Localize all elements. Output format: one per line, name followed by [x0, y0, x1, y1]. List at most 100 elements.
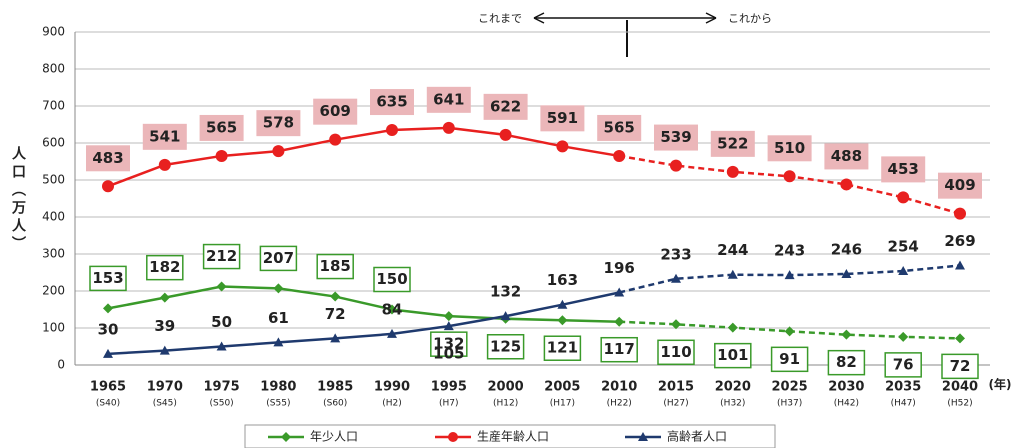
- series-line: [107, 291, 620, 356]
- data-label: 117: [604, 340, 635, 358]
- x-tick-label: 1990: [374, 380, 410, 395]
- point: [784, 326, 795, 337]
- point: [840, 178, 853, 191]
- point: [557, 315, 568, 326]
- data-label: 72: [950, 357, 971, 375]
- point: [158, 158, 171, 171]
- data-label: 185: [320, 257, 351, 275]
- legend-label: 高齢者人口: [667, 429, 727, 444]
- data-label-box: [827, 349, 866, 376]
- data-label-box: [316, 253, 354, 280]
- data-label-box: [884, 352, 922, 378]
- y-tick-label: 400: [42, 210, 65, 224]
- point: [216, 281, 227, 292]
- point: [329, 133, 342, 146]
- x-era-label: (H2): [382, 399, 402, 409]
- point: [898, 266, 909, 276]
- point: [671, 319, 681, 330]
- data-label: 132: [490, 283, 521, 301]
- data-label: 453: [888, 160, 919, 178]
- data-label-box: [597, 114, 642, 141]
- point: [499, 128, 512, 141]
- point: [614, 316, 625, 327]
- data-label-box: [938, 172, 982, 199]
- data-label-box: [199, 114, 244, 141]
- point: [614, 287, 625, 297]
- point: [557, 299, 568, 309]
- data-label: 101: [717, 346, 748, 364]
- legend: [244, 424, 776, 448]
- data-label: 522: [717, 134, 748, 152]
- point: [216, 341, 227, 351]
- data-label: 61: [268, 309, 289, 327]
- point: [954, 207, 966, 220]
- x-era-label: (H17): [550, 399, 575, 409]
- data-label: 409: [944, 176, 975, 194]
- data-label: 91: [779, 350, 800, 368]
- x-tick-label: 1985: [317, 380, 353, 395]
- x-tick-label: 2000: [488, 380, 524, 395]
- data-label: 84: [382, 300, 403, 318]
- data-label-box: [256, 110, 301, 137]
- data-label: 125: [490, 337, 521, 355]
- point: [387, 304, 397, 315]
- data-label: 243: [774, 242, 805, 260]
- data-label-box: [710, 130, 755, 157]
- x-tick-label: 2030: [828, 380, 864, 395]
- data-label-box: [941, 353, 979, 380]
- x-era-label: (H37): [777, 399, 802, 409]
- point: [330, 291, 341, 302]
- data-label: 207: [263, 249, 294, 267]
- data-label-box: [654, 124, 698, 151]
- x-era-label: (H42): [834, 399, 859, 409]
- point: [443, 311, 454, 322]
- data-label: 591: [547, 109, 578, 127]
- point: [841, 268, 852, 278]
- point: [671, 273, 681, 283]
- point: [727, 269, 738, 279]
- point: [387, 328, 397, 338]
- x-tick-label: 2015: [658, 380, 694, 395]
- data-label-box: [146, 254, 184, 281]
- data-label-box: [767, 135, 812, 162]
- data-label-box: [142, 123, 187, 150]
- data-label-box: [543, 335, 582, 361]
- y-tick-label: 100: [42, 321, 65, 335]
- data-label: 565: [604, 118, 635, 136]
- data-label: 163: [547, 271, 578, 289]
- data-label-box: [540, 105, 585, 132]
- series-line: [107, 126, 620, 188]
- legend-label: 年少人口: [310, 430, 358, 444]
- y-tick-label: 900: [42, 25, 65, 39]
- x-tick-label: 2025: [772, 380, 808, 395]
- data-label-box: [881, 156, 926, 183]
- point: [955, 333, 965, 344]
- point: [103, 348, 113, 358]
- data-label-box: [430, 331, 468, 357]
- x-era-label: (H52): [947, 399, 972, 409]
- point: [442, 121, 455, 134]
- data-label: 132: [433, 335, 464, 353]
- data-label: 539: [660, 128, 691, 146]
- data-label-box: [86, 145, 130, 172]
- point: [783, 170, 796, 183]
- data-label: 30: [98, 320, 119, 338]
- y-tick-label: 0: [57, 358, 65, 372]
- data-label-box: [486, 334, 525, 360]
- data-label: 246: [831, 240, 862, 258]
- point: [726, 165, 739, 178]
- point: [898, 331, 909, 342]
- data-label: 622: [490, 97, 521, 115]
- annotation: これから: [728, 12, 772, 25]
- x-tick-label: 1965: [90, 380, 126, 395]
- point: [784, 270, 795, 280]
- data-label: 541: [149, 127, 180, 145]
- data-label: 609: [320, 102, 351, 120]
- data-label: 82: [836, 353, 857, 371]
- y-tick-label: 500: [42, 173, 65, 187]
- legend-label: 生産年齢人口: [477, 429, 549, 444]
- x-era-label: (H7): [439, 399, 459, 409]
- annotation: これまで: [478, 12, 522, 25]
- data-label: 76: [893, 355, 914, 373]
